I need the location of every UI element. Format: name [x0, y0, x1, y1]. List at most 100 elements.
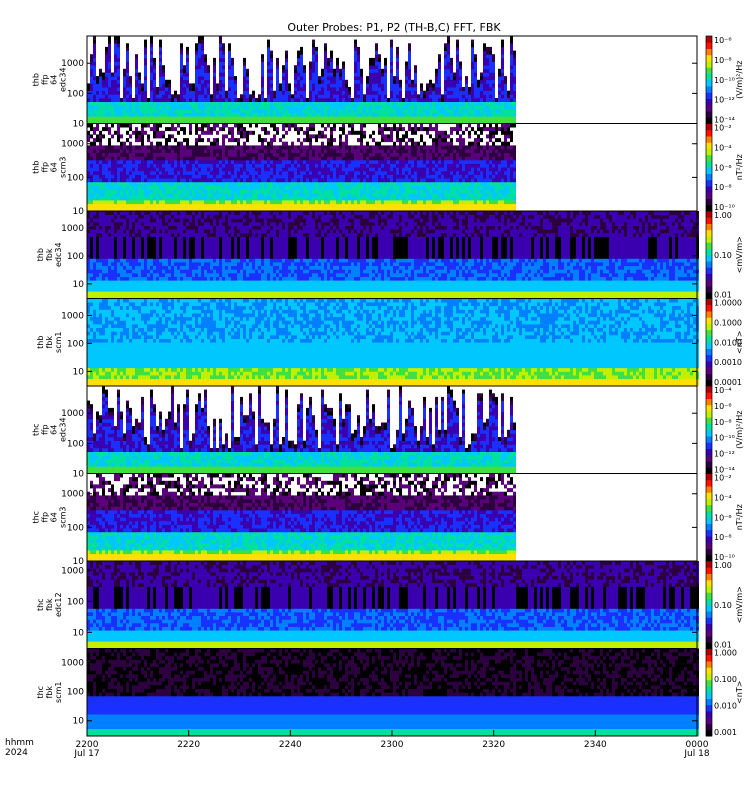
heatmap-cell	[162, 105, 165, 109]
heatmap-cell	[129, 149, 132, 153]
heatmap-cell	[504, 83, 507, 87]
heatmap-cell	[312, 69, 315, 73]
heatmap-cell	[501, 69, 504, 73]
heatmap-cell	[336, 83, 339, 87]
heatmap-cell	[255, 102, 258, 106]
heatmap-cell	[372, 69, 375, 73]
heatmap-cell	[93, 200, 96, 204]
heatmap-column	[369, 58, 372, 124]
heatmap-cell	[414, 76, 417, 80]
heatmap-cell	[333, 116, 336, 120]
heatmap-column	[228, 43, 231, 124]
heatmap-cell	[384, 65, 387, 69]
heatmap-column	[111, 73, 114, 124]
heatmap-cell	[129, 98, 132, 102]
heatmap-cell	[489, 102, 492, 106]
heatmap-cell	[141, 87, 144, 91]
heatmap-cell	[204, 109, 207, 113]
heatmap-cell	[222, 105, 225, 109]
heatmap-cell	[198, 116, 201, 120]
heatmap-cell	[114, 51, 117, 55]
heatmap-cell	[330, 83, 333, 87]
heatmap-cell	[198, 43, 201, 47]
heatmap-cell	[462, 116, 465, 120]
heatmap-column	[462, 87, 465, 124]
heatmap-cell	[441, 109, 444, 113]
heatmap-cell	[477, 105, 480, 109]
heatmap-cell	[198, 40, 201, 44]
heatmap-column	[510, 36, 513, 124]
heatmap-column	[138, 131, 141, 212]
heatmap-cell	[120, 196, 123, 200]
heatmap-cell	[321, 91, 324, 95]
heatmap-cell	[282, 65, 285, 69]
heatmap-cell	[90, 171, 93, 175]
heatmap-cell	[357, 73, 360, 77]
heatmap-cell	[408, 73, 411, 77]
heatmap-cell	[117, 116, 120, 120]
heatmap-cell	[336, 91, 339, 95]
heatmap-cell	[93, 98, 96, 102]
heatmap-cell	[369, 69, 372, 73]
heatmap-cell	[276, 80, 279, 84]
heatmap-cell	[288, 83, 291, 87]
heatmap-cell	[420, 83, 423, 87]
heatmap-cell	[450, 69, 453, 73]
heatmap-cell	[168, 83, 171, 87]
heatmap-cell	[375, 51, 378, 55]
heatmap-cell	[213, 105, 216, 109]
heatmap-cell	[447, 105, 450, 109]
heatmap-cell	[267, 47, 270, 51]
heatmap-column	[171, 94, 174, 124]
heatmap-column	[120, 124, 123, 212]
heatmap-cell	[180, 94, 183, 98]
heatmap-cell	[354, 76, 357, 80]
heatmap-column	[471, 40, 474, 124]
heatmap-column	[258, 94, 261, 124]
heatmap-cell	[390, 98, 393, 102]
heatmap-cell	[96, 109, 99, 113]
heatmap-column	[105, 124, 108, 212]
heatmap-cell	[117, 186, 120, 190]
heatmap-cell	[408, 105, 411, 109]
heatmap-cell	[102, 156, 105, 160]
heatmap-cell	[444, 116, 447, 120]
heatmap-cell	[135, 91, 138, 95]
heatmap-column	[90, 124, 93, 212]
heatmap-cell	[354, 98, 357, 102]
heatmap-cell	[174, 116, 177, 120]
heatmap-cell	[468, 113, 471, 117]
heatmap-cell	[453, 116, 456, 120]
heatmap-cell	[492, 62, 495, 66]
heatmap-cell	[117, 204, 120, 208]
heatmap-cell	[183, 76, 186, 80]
heatmap-cell	[327, 91, 330, 95]
heatmap-cell	[138, 76, 141, 80]
heatmap-cell	[186, 87, 189, 91]
heatmap-cell	[303, 69, 306, 73]
heatmap-cell	[489, 83, 492, 87]
heatmap-cell	[123, 153, 126, 157]
heatmap-cell	[357, 83, 360, 87]
heatmap-cell	[156, 182, 159, 186]
heatmap-cell	[153, 58, 156, 62]
heatmap-cell	[117, 138, 120, 142]
heatmap-cell	[441, 116, 444, 120]
heatmap-column	[192, 83, 195, 124]
heatmap-column	[474, 54, 477, 124]
heatmap-cell	[393, 105, 396, 109]
heatmap-cell	[432, 94, 435, 98]
heatmap-cell	[492, 73, 495, 77]
heatmap-cell	[204, 76, 207, 80]
heatmap-cell	[492, 94, 495, 98]
heatmap-cell	[474, 113, 477, 117]
heatmap-column	[261, 54, 264, 124]
heatmap-cell	[138, 87, 141, 91]
heatmap-cell	[279, 102, 282, 106]
heatmap-cell	[204, 73, 207, 77]
heatmap-cell	[99, 98, 102, 102]
heatmap-cell	[96, 124, 99, 128]
heatmap-cell	[96, 80, 99, 84]
heatmap-cell	[159, 51, 162, 55]
heatmap-cell	[129, 160, 132, 164]
